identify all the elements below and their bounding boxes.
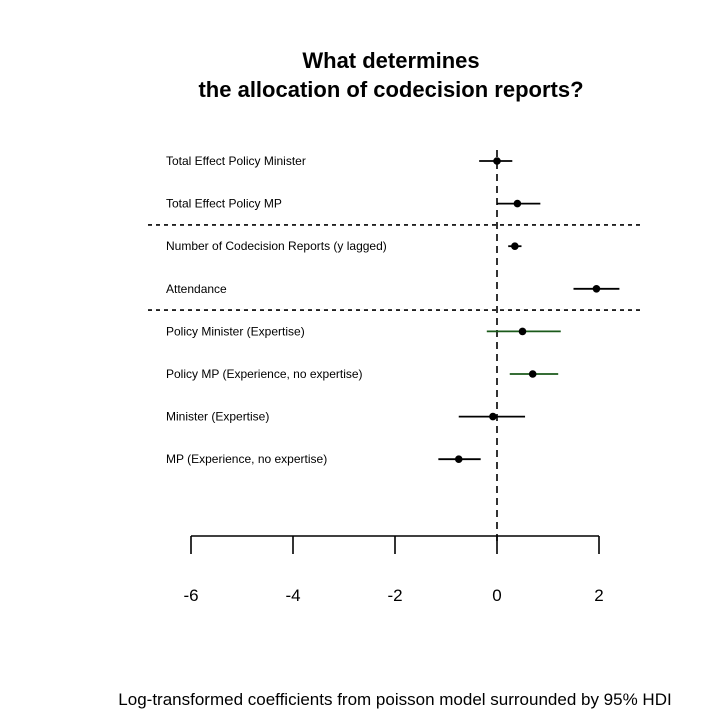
row-label: Minister (Expertise) [166,410,269,424]
row-labels: Total Effect Policy Minister Total Effect… [166,154,387,466]
row-label: Policy MP (Experience, no expertise) [166,367,363,381]
x-axis-caption: Log-transformed coefficients from poisso… [118,690,672,709]
row-label: Number of Codecision Reports (y lagged) [166,239,387,253]
row-label: Policy Minister (Expertise) [166,324,305,338]
estimate-point [518,327,527,336]
estimate-point [592,285,601,293]
x-tick-label: -2 [387,586,402,605]
estimate-point [528,370,537,378]
x-tick-label: -4 [285,586,300,605]
row-label: MP (Experience, no expertise) [166,452,327,466]
row-label: Total Effect Policy MP [166,197,282,211]
estimate-point [493,157,501,165]
row-label: Total Effect Policy Minister [166,154,306,168]
estimate-point [489,412,497,421]
group-separators [148,224,640,311]
row-label: Attendance [166,282,227,296]
chart-title-line-2: the allocation of codecision reports? [198,77,584,102]
x-tick-label: -6 [183,586,198,605]
estimate-point [454,455,463,464]
x-axis: -6 -4 -2 0 2 [183,535,604,605]
x-tick-label: 2 [594,586,603,605]
estimate-point [511,242,519,250]
chart-title-line-1: What determines [302,48,480,73]
estimates [438,157,620,464]
estimate-point [513,199,522,208]
x-tick-label: 0 [492,586,501,605]
